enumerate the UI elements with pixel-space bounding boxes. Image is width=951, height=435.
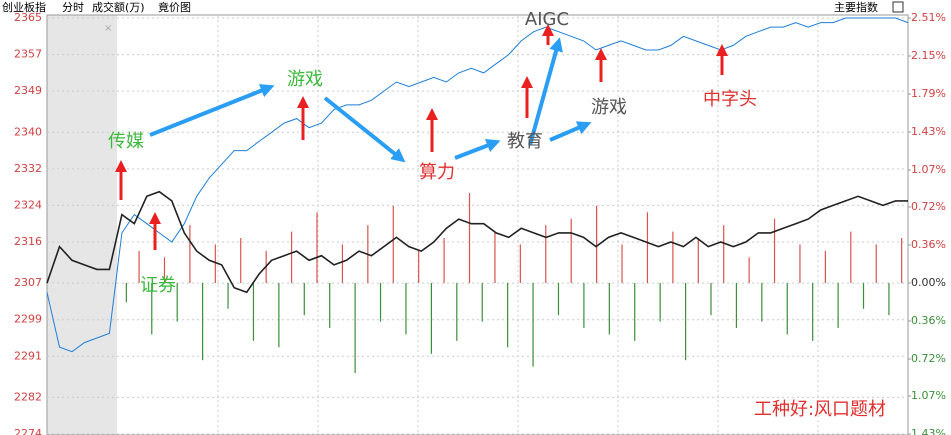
series-line <box>46 17 909 353</box>
annotation: 传媒 <box>108 131 144 152</box>
y2-tick-label: 0.72% <box>911 352 946 365</box>
plot-frame <box>46 14 909 435</box>
annotation: 教育 <box>507 131 543 152</box>
index-name: 创业板指 <box>2 0 46 14</box>
y2-tick-label: 1.79% <box>911 87 946 100</box>
annotation: 游戏 <box>287 69 323 90</box>
close-mark: × <box>104 23 112 34</box>
main-index-button[interactable]: 主要指数 <box>834 0 878 14</box>
toggle-icon[interactable] <box>892 1 904 13</box>
annotation: 工种好:风口题材 <box>754 399 886 420</box>
y-tick-label: 2291 <box>14 349 42 362</box>
y2-tick-label: 2.15% <box>911 49 946 62</box>
y-tick-label: 2349 <box>14 84 42 97</box>
y-tick-label: 2274 <box>14 427 42 435</box>
lines <box>46 17 909 353</box>
y2-tick-label: 1.43% <box>911 427 946 435</box>
volume <box>125 193 903 374</box>
y2-tick-label: 1.07% <box>911 389 946 402</box>
annotation: 游戏 <box>591 97 627 118</box>
series-line <box>46 190 908 294</box>
y2-tick-label: 1.07% <box>911 163 946 176</box>
y-tick-label: 2340 <box>14 125 42 138</box>
y-tick-label: 2316 <box>14 235 42 248</box>
blue-arrows <box>149 37 592 163</box>
volume-label: 成交额(万) <box>92 0 145 14</box>
annotation: 中字头 <box>703 89 757 110</box>
y-tick-label: 2282 <box>14 390 42 403</box>
y2-tick-label: 1.43% <box>911 125 946 138</box>
y-tick-label: 2324 <box>14 198 42 211</box>
y-tick-label: 2365 <box>14 11 42 24</box>
auction-label: 竟价图 <box>158 1 191 14</box>
y-tick-label: 2299 <box>14 313 42 326</box>
annotation: 证券 <box>140 275 176 296</box>
annotation: 算力 <box>419 162 455 183</box>
grid: 2365 2357 2349 2340 2332 2324 2316 2307 2299 2291… <box>14 11 946 435</box>
y2-tick-label: 0.00% <box>911 276 946 289</box>
y2-tick-label: 0.36% <box>911 238 946 251</box>
y2-tick-label: 0.72% <box>911 200 946 213</box>
y2-tick-label: 0.36% <box>911 314 946 327</box>
auction-area <box>47 15 117 435</box>
y-tick-label: 2357 <box>14 48 42 61</box>
annotation: AIGC <box>525 9 569 30</box>
y2-tick-label: 2.51% <box>911 11 946 24</box>
y-tick-label: 2332 <box>14 162 42 175</box>
red-arrows <box>115 24 728 250</box>
mode: 分时 <box>62 1 84 14</box>
y-tick-label: 2307 <box>14 276 42 289</box>
